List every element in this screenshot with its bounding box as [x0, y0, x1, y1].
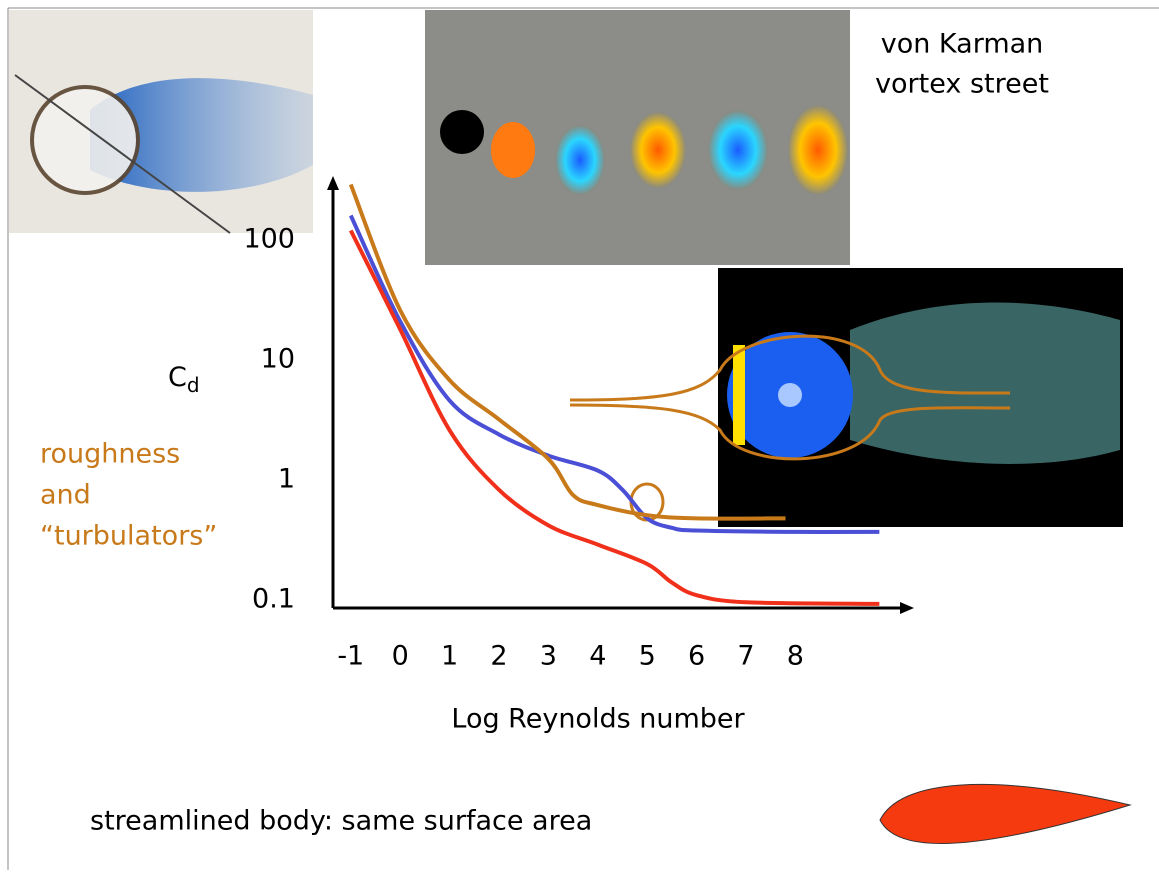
y-tick-label: 1	[278, 464, 295, 495]
x-arrow	[900, 602, 914, 614]
series-line	[348, 214, 880, 535]
annotation: vortex street	[875, 69, 1049, 100]
y-tick-label: 0.1	[252, 584, 295, 615]
x-tick-label: 1	[441, 641, 458, 672]
photo-sphere	[9, 10, 313, 234]
annotation: “turbulators”	[40, 521, 217, 552]
x-tick-label: 3	[540, 641, 557, 672]
series-line	[348, 183, 786, 521]
x-tick-label: 0	[392, 641, 409, 672]
x-tick-label: 7	[737, 641, 754, 672]
y-axis-title-main: C	[168, 362, 187, 393]
annotation: streamlined body: same surface area	[90, 806, 592, 837]
vortex-image	[425, 10, 850, 265]
y-axis-title: Cd	[168, 362, 200, 397]
streamlined-body	[879, 783, 1132, 845]
y-axis-title-sub: d	[187, 373, 200, 397]
annotation: and	[40, 480, 91, 511]
y-tick-label: 100	[243, 223, 295, 254]
x-tick-label: 2	[490, 641, 507, 672]
x-tick-label: 4	[589, 641, 606, 672]
annotation: von Karman	[881, 29, 1044, 60]
x-tick-label: 5	[639, 641, 656, 672]
y-arrow	[327, 176, 339, 190]
x-tick-label: 8	[787, 641, 804, 672]
y-tick-label: 10	[261, 344, 295, 375]
x-tick-label: 6	[688, 641, 705, 672]
annotation: roughness	[40, 439, 180, 470]
x-tick-label: -1	[337, 641, 364, 672]
x-axis-title: Log Reynolds number	[451, 704, 745, 735]
turbulent-image	[569, 268, 1123, 527]
series-line	[348, 229, 880, 606]
